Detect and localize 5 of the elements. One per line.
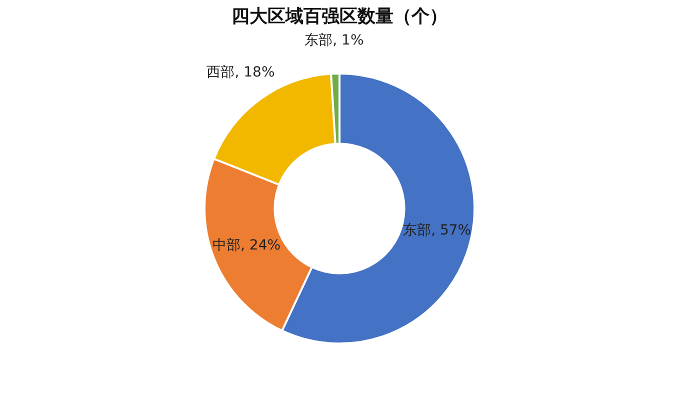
slice-label: 东部, 1% (304, 32, 364, 49)
slice-label: 东部, 57% (403, 222, 472, 238)
chart-title: 四大区域百强区数量（个） (232, 6, 448, 27)
slice-label: 中部, 24% (212, 237, 281, 254)
slice-label: 西部, 18% (206, 64, 275, 81)
